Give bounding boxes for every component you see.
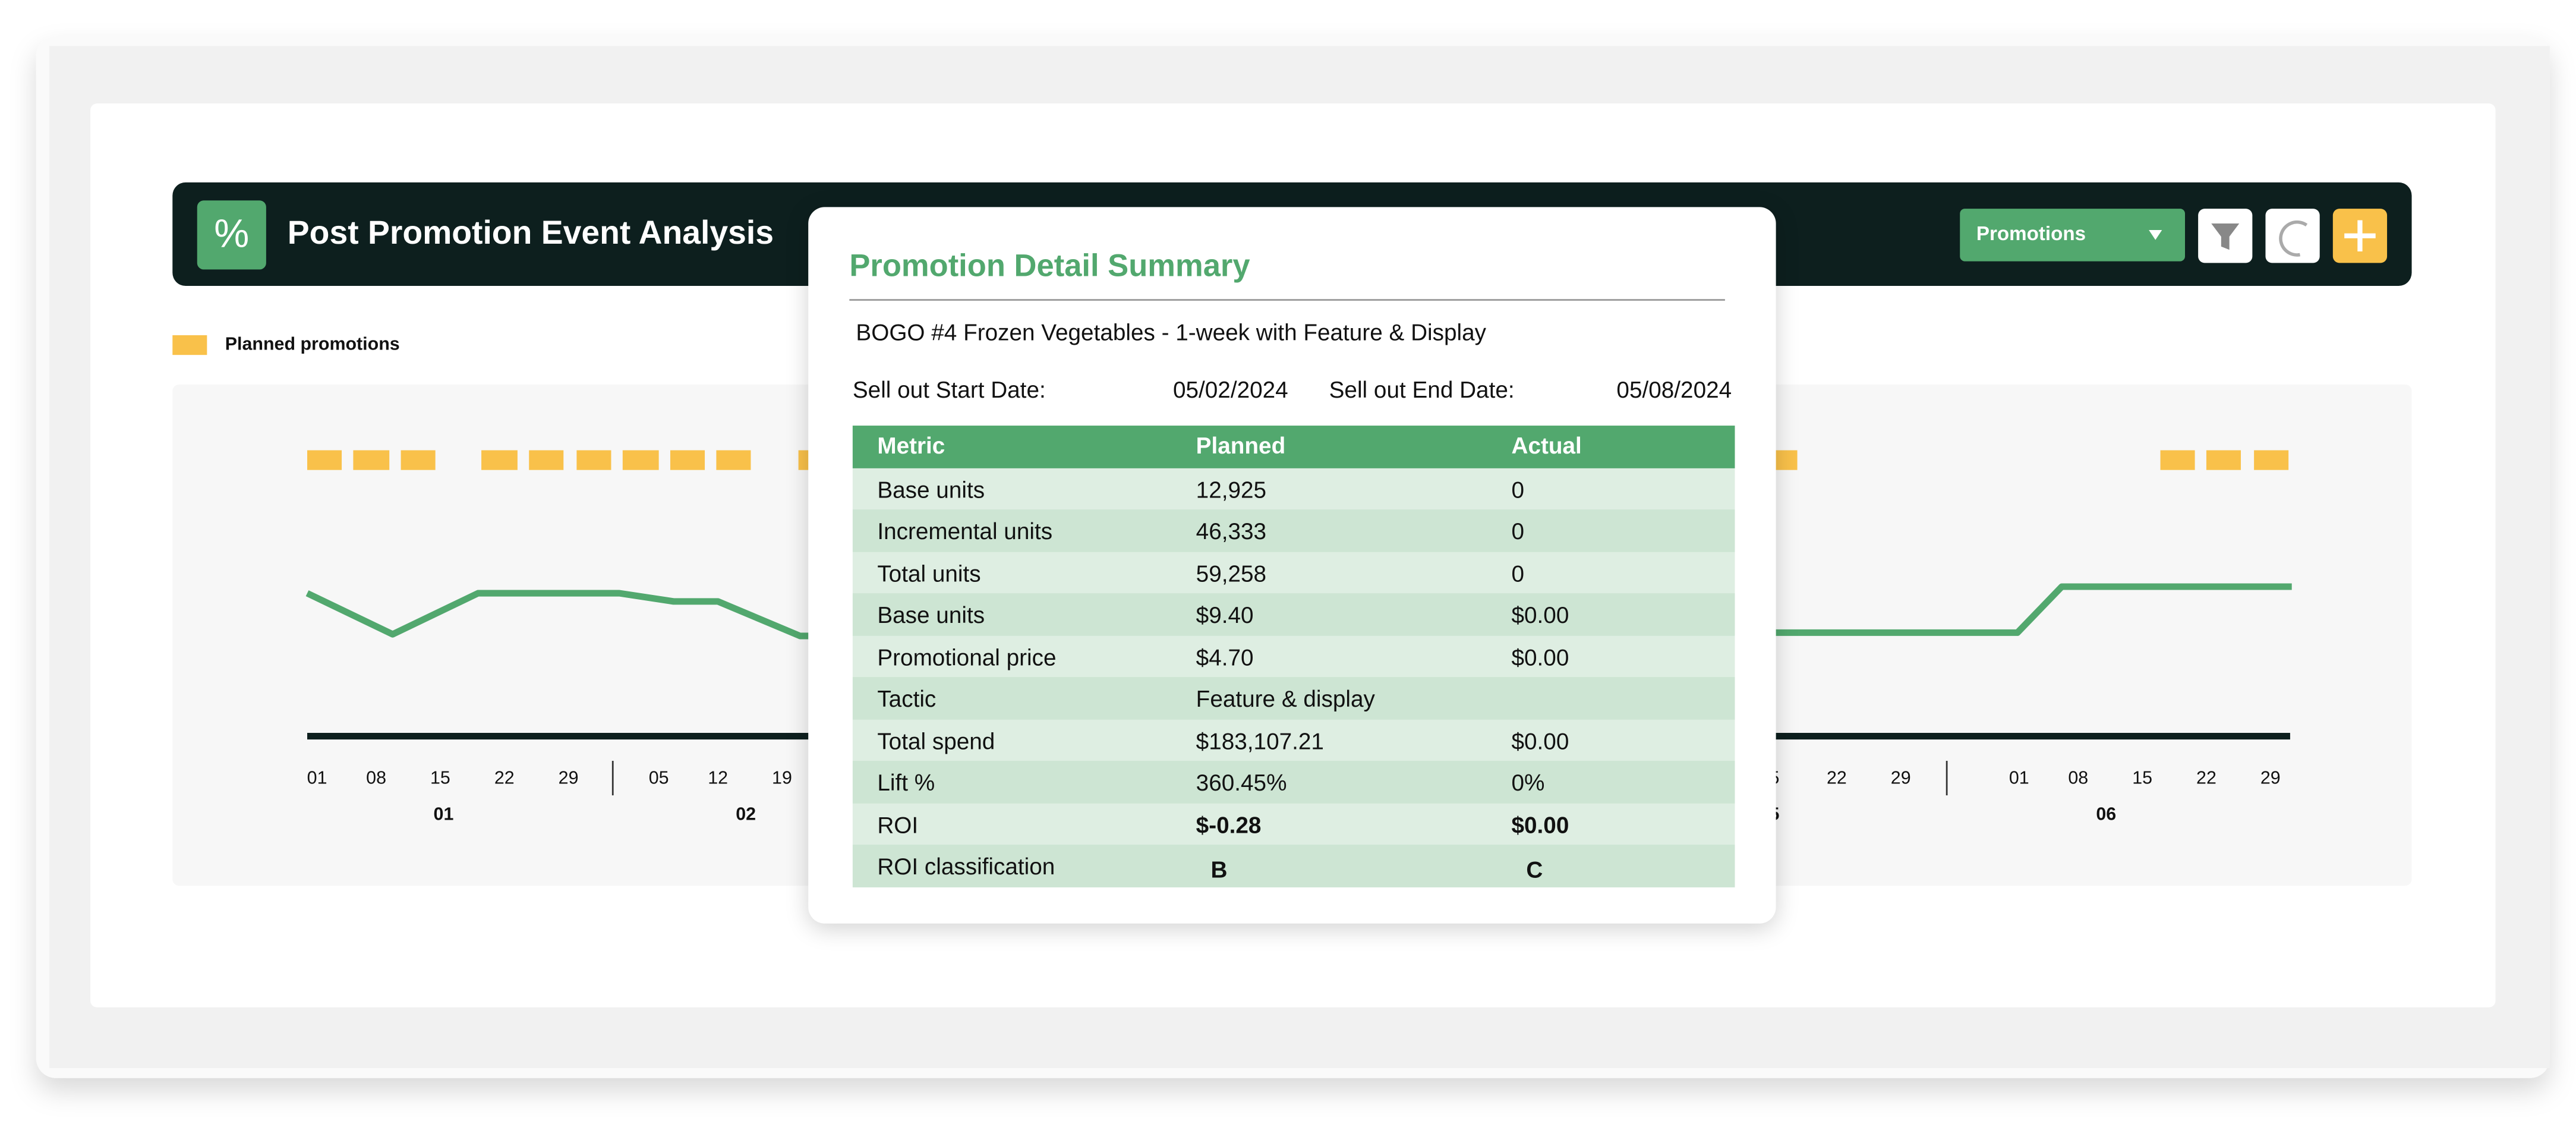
table-row: Base units 12,925 0: [852, 467, 1735, 510]
table-cell: 360.45%: [1196, 769, 1287, 796]
legend-swatch: [172, 335, 207, 355]
day-label: 22: [2196, 767, 2216, 788]
table-cell: 0%: [1511, 769, 1545, 796]
day-label: 19: [772, 767, 792, 788]
header-icon: [197, 200, 266, 270]
start-label: Sell out Start Date:: [852, 376, 1046, 403]
refresh-icon: [2279, 220, 2308, 257]
table-cell: 59,258: [1196, 559, 1267, 586]
column-header: Actual: [1511, 432, 1582, 459]
table-row: Promotional price $4.70 $0.00: [852, 635, 1735, 678]
table-cell: Incremental units: [877, 517, 1053, 544]
table-cell: B: [1210, 856, 1228, 883]
page-title: Post Promotion Event Analysis: [288, 214, 774, 251]
table-cell: $-0.28: [1196, 811, 1262, 837]
dropdown[interactable]: [1960, 209, 2186, 262]
table-cell: C: [1526, 856, 1543, 883]
end-date: 05/08/2024: [1616, 376, 1732, 403]
table-cell: Tactic: [877, 685, 937, 712]
table-cell: $183,107.21: [1196, 727, 1324, 754]
day-label: 08: [366, 767, 386, 788]
promotion-detail-modal: Promotion Detail Summary BOGO #4 Frozen …: [808, 207, 1776, 924]
day-label: 05: [649, 767, 669, 788]
column-header: Planned: [1196, 432, 1286, 459]
table-row: ROI classification B C: [852, 845, 1735, 887]
day-label: 01: [307, 767, 327, 788]
table-cell: ROI: [877, 811, 919, 837]
table-cell: Promotional price: [877, 643, 1057, 670]
add-icon: [2344, 220, 2376, 251]
table-row: Total units 59,258 0: [852, 551, 1735, 594]
table-cell: 46,333: [1196, 517, 1267, 544]
table-cell: Total spend: [877, 727, 995, 754]
day-label: 22: [1827, 767, 1847, 788]
day-label: 15: [2132, 767, 2152, 788]
table-row: ROI $-0.28 $0.00: [852, 802, 1735, 845]
trend-line: [305, 583, 2292, 640]
column-header: Metric: [877, 432, 945, 459]
table-cell: Base units: [877, 601, 985, 628]
promotion-markers: [307, 450, 2289, 470]
table-cell: Lift %: [877, 769, 935, 796]
day-label: 01: [2009, 767, 2029, 788]
day-label: 29: [1891, 767, 1911, 788]
table-cell: 0: [1511, 517, 1525, 544]
table-row: Base units $9.40 $0.00: [852, 593, 1735, 635]
month-label: 02: [736, 804, 756, 824]
table-cell: 0: [1511, 559, 1525, 586]
table-cell: Base units: [877, 476, 985, 502]
month-label: 06: [2096, 804, 2116, 824]
table-cell: Feature & display: [1196, 685, 1375, 712]
refresh-button[interactable]: [2265, 209, 2320, 263]
start-date: 05/02/2024: [1172, 376, 1288, 403]
modal-title: Promotion Detail Summary: [849, 250, 1250, 285]
table-cell: $0.00: [1511, 601, 1569, 628]
day-label: 08: [2068, 767, 2088, 788]
month-label: 01: [434, 804, 454, 824]
day-label: 15: [430, 767, 450, 788]
legend-label: Planned promotions: [225, 334, 400, 354]
table-row: Total spend $183,107.21 $0.00: [852, 719, 1735, 761]
table-cell: $0.00: [1511, 811, 1569, 837]
icon-glyph: %: [214, 212, 249, 256]
filter-icon: [2211, 223, 2240, 250]
table-header: Metric Planned Actual: [852, 426, 1735, 468]
table-cell: $0.00: [1511, 643, 1569, 670]
modal-rule: [849, 299, 1725, 301]
detail-table: Metric Planned Actual Base units 12,925 0 Incr…: [852, 426, 1735, 887]
modal-subtitle: BOGO #4 Frozen Vegetables - 1-week with …: [856, 319, 1486, 345]
table-row: Incremental units 46,333 0: [852, 509, 1735, 552]
day-label: 29: [559, 767, 579, 788]
table-cell: $4.70: [1196, 643, 1254, 670]
day-label: 29: [2260, 767, 2281, 788]
table-cell: 12,925: [1196, 476, 1267, 502]
table-cell: $0.00: [1511, 727, 1569, 754]
dropdown-arrow: [2149, 230, 2162, 240]
dropdown-label: Promotions: [1976, 223, 2086, 245]
table-cell: Total units: [877, 559, 981, 586]
table-cell: 0: [1511, 476, 1525, 502]
table-row: Lift % 360.45% 0%: [852, 761, 1735, 803]
table-row: Tactic Feature & display: [852, 677, 1735, 719]
day-label: 12: [708, 767, 728, 788]
table-cell: ROI classification: [877, 852, 1055, 880]
day-label: 22: [494, 767, 515, 788]
table-cell: $9.40: [1196, 601, 1254, 628]
end-label: Sell out End Date:: [1329, 376, 1515, 403]
